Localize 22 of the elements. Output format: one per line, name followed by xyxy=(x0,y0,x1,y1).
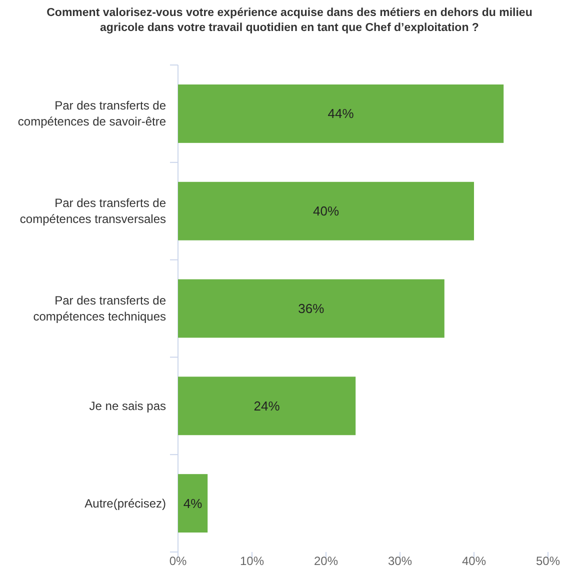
chart-title: Comment valorisez-vous votre expérience acquise dans des métiers en dehors du milieu agricole dans votre travail quotidien en tant que Chef d’exploitation ? xyxy=(46,7,532,34)
y-tick-label: Par des transferts de compétences techniques xyxy=(33,294,166,324)
data-label: 44% xyxy=(328,106,354,122)
data-label: 4% xyxy=(183,496,203,511)
x-tick-label: 0% xyxy=(169,554,187,568)
data-label: 40% xyxy=(312,204,340,219)
data-label: 36% xyxy=(298,301,325,316)
x-tick-label: 30% xyxy=(388,554,412,568)
bar xyxy=(178,474,208,533)
data-label: 24% xyxy=(254,398,280,414)
y-tick-label: Par des transferts de compétences de savoir-être xyxy=(18,98,166,129)
bar xyxy=(178,376,356,436)
y-tick-label: Je ne sais pas xyxy=(89,398,166,413)
bar xyxy=(178,279,444,338)
x-tick-label: 10% xyxy=(240,554,264,568)
x-tick-label: 50% xyxy=(536,554,560,568)
bar xyxy=(178,84,504,143)
y-tick-label: Autre(précisez) xyxy=(84,496,166,510)
y-tick-label: Par des transferts de compétences transversales xyxy=(20,196,166,226)
bar xyxy=(178,182,474,240)
x-tick-label: 40% xyxy=(462,554,486,568)
x-tick-label: 20% xyxy=(314,554,338,568)
